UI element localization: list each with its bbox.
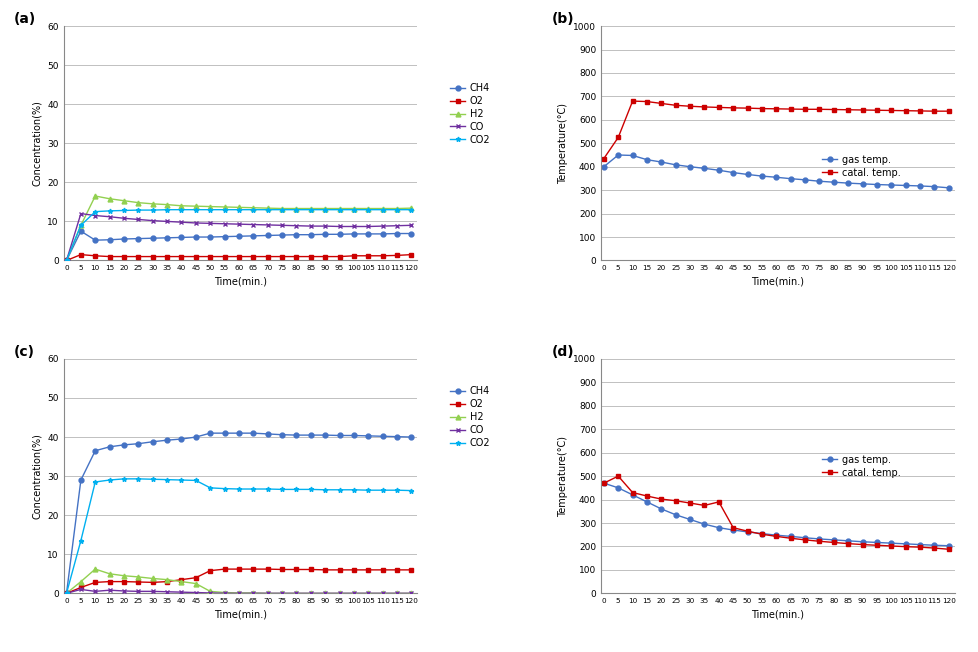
- Y-axis label: Temperature(°C): Temperature(°C): [557, 436, 567, 516]
- Text: (b): (b): [551, 12, 573, 26]
- Legend: CH4, O2, H2, CO, CO2: CH4, O2, H2, CO, CO2: [450, 83, 490, 145]
- Legend: gas temp., catal. temp.: gas temp., catal. temp.: [822, 454, 900, 478]
- Legend: gas temp., catal. temp.: gas temp., catal. temp.: [822, 155, 900, 178]
- Y-axis label: Concentration(%): Concentration(%): [31, 433, 42, 519]
- X-axis label: Time(min.): Time(min.): [213, 610, 267, 620]
- Text: (c): (c): [14, 345, 35, 359]
- Text: (a): (a): [14, 12, 36, 26]
- Legend: CH4, O2, H2, CO, CO2: CH4, O2, H2, CO, CO2: [450, 386, 490, 448]
- X-axis label: Time(min.): Time(min.): [213, 277, 267, 287]
- Y-axis label: Concentration(%): Concentration(%): [31, 100, 42, 186]
- Y-axis label: Temperature(°C): Temperature(°C): [557, 103, 567, 184]
- X-axis label: Time(min.): Time(min.): [750, 610, 804, 620]
- X-axis label: Time(min.): Time(min.): [750, 277, 804, 287]
- Text: (d): (d): [551, 345, 573, 359]
